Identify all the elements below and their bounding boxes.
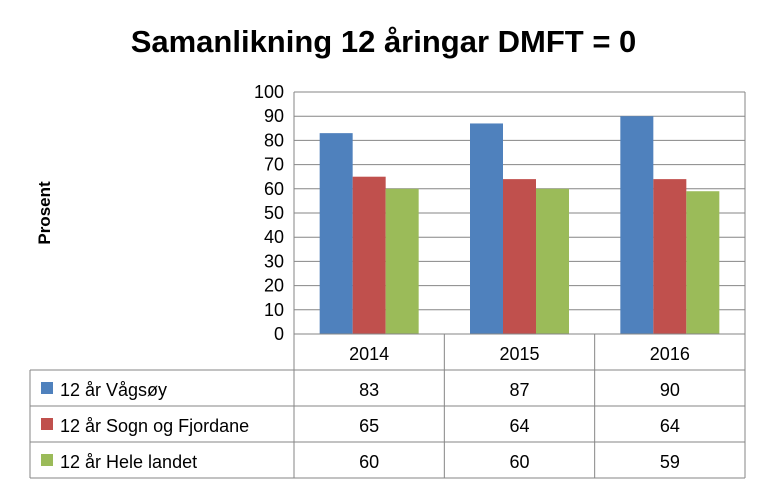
data-label: 65	[359, 416, 379, 436]
legend-swatch	[41, 382, 53, 394]
chart-title: Samanlikning 12 åringar DMFT = 0	[130, 24, 637, 59]
bar-3-2014	[385, 188, 419, 334]
bar-2-2016	[653, 179, 687, 334]
y-tick-label: 10	[264, 300, 284, 320]
y-tick-label: 60	[264, 179, 284, 199]
bar-1-2014	[319, 133, 353, 334]
bar-3-2015	[536, 188, 569, 334]
y-axis-ticks: 0 10 20 30 40 50 60 70 80 90 100	[254, 82, 284, 344]
x-tick-label: 2015	[499, 344, 539, 364]
data-label: 87	[509, 380, 529, 400]
bars	[319, 116, 720, 335]
legend-swatch	[41, 454, 53, 466]
data-label: 60	[509, 452, 529, 472]
legend-swatch	[41, 418, 53, 430]
data-label: 90	[660, 380, 680, 400]
y-tick-label: 90	[264, 106, 284, 126]
data-table: 2014 2015 2016 12 år Vågsøy 83 87 90 12 år Sogn…	[29, 333, 746, 479]
data-label: 60	[359, 452, 379, 472]
bar-1-2016	[620, 116, 654, 334]
bar-1-2015	[470, 123, 503, 335]
y-tick-label: 30	[264, 251, 284, 271]
y-tick-label: 100	[254, 82, 284, 102]
y-tick-label: 50	[264, 203, 284, 223]
y-tick-label: 80	[264, 130, 284, 150]
data-label: 59	[660, 452, 680, 472]
legend-label: 12 år Vågsøy	[60, 380, 167, 400]
bar-2-2014	[352, 176, 386, 334]
legend-label: 12 år Hele landet	[60, 452, 197, 472]
y-tick-label: 70	[264, 155, 284, 175]
bar-2-2015	[503, 179, 536, 334]
data-label: 64	[660, 416, 680, 436]
x-tick-label: 2016	[650, 344, 690, 364]
legend-label: 12 år Sogn og Fjordane	[60, 416, 249, 436]
y-tick-label: 20	[264, 276, 284, 296]
bar-3-2016	[686, 191, 720, 334]
y-tick-label: 0	[274, 324, 284, 344]
y-tick-label: 40	[264, 227, 284, 247]
x-tick-label: 2014	[349, 344, 389, 364]
data-label: 64	[509, 416, 529, 436]
data-label: 83	[359, 380, 379, 400]
